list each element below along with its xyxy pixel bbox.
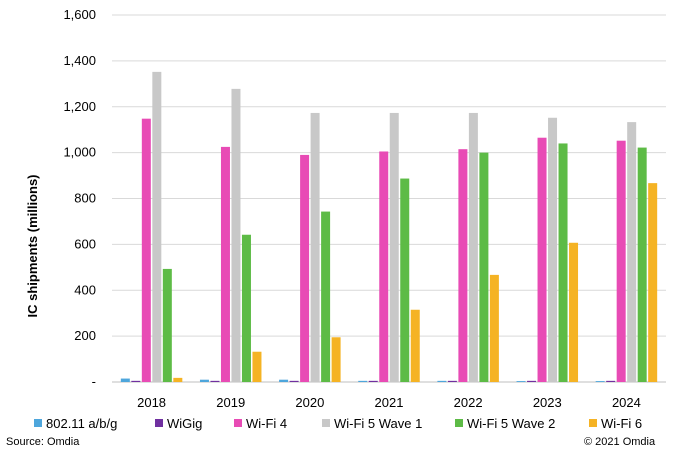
bar <box>558 143 568 382</box>
legend-swatch <box>155 419 163 427</box>
bar <box>331 337 341 382</box>
bar <box>637 147 647 382</box>
bar <box>173 377 183 382</box>
bars <box>120 71 658 383</box>
legend-label: Wi-Fi 6 <box>601 416 642 431</box>
bar <box>252 351 262 382</box>
bar <box>489 274 499 382</box>
x-tick-label: 2019 <box>216 395 245 410</box>
legend-label: WiGig <box>167 416 202 431</box>
bar <box>468 112 478 383</box>
y-tick-label: 400 <box>74 282 96 297</box>
bar <box>569 242 579 382</box>
gridlines <box>112 14 666 383</box>
copyright-note: © 2021 Omdia <box>584 436 656 448</box>
legend-swatch <box>34 419 42 427</box>
bar <box>141 118 151 383</box>
bar <box>120 378 130 382</box>
bar <box>410 309 420 382</box>
bar <box>321 211 331 382</box>
bar <box>289 380 299 382</box>
bar <box>479 152 489 382</box>
bar <box>210 380 220 382</box>
y-tick-label: 1,400 <box>63 53 96 68</box>
legend: 802.11 a/b/g WiGig Wi-Fi 4 Wi-Fi 5 Wave 1 Wi… <box>34 416 642 431</box>
x-tick-label: 2023 <box>533 395 562 410</box>
bar <box>537 137 547 382</box>
bar <box>595 381 605 382</box>
bar <box>527 380 537 382</box>
bar <box>241 234 251 382</box>
legend-label: 802.11 a/b/g <box>46 416 117 431</box>
y-tick-label: 600 <box>74 236 96 251</box>
bar <box>389 112 399 383</box>
legend-swatch <box>322 419 330 427</box>
bar <box>152 71 162 382</box>
bar <box>300 154 310 382</box>
bar <box>548 117 558 382</box>
bar <box>447 380 457 382</box>
bar <box>437 380 447 382</box>
legend-label: Wi-Fi 4 <box>246 416 287 431</box>
legend-swatch <box>455 419 463 427</box>
x-tick-label: 2024 <box>612 395 641 410</box>
bar <box>648 183 658 382</box>
bar <box>162 268 172 382</box>
bar <box>368 380 378 382</box>
legend-label: Wi-Fi 5 Wave 2 <box>467 416 555 431</box>
legend-swatch <box>589 419 597 427</box>
bar <box>627 122 637 382</box>
bar <box>358 380 368 382</box>
source-note: Source: Omdia <box>6 436 80 448</box>
bar <box>310 112 320 383</box>
legend-label: Wi-Fi 5 Wave 1 <box>334 416 422 431</box>
bar <box>231 88 241 382</box>
y-tick-label: 800 <box>74 191 96 206</box>
y-tick-label: 200 <box>74 328 96 343</box>
bar <box>199 379 209 382</box>
y-tick-label: - <box>92 374 96 389</box>
x-tick-label: 2022 <box>454 395 483 410</box>
bar <box>220 146 230 382</box>
y-tick-label: 1,000 <box>63 145 96 160</box>
x-tick-label: 2020 <box>295 395 324 410</box>
bar <box>458 149 468 382</box>
y-axis-label: IC shipments (millions) <box>25 174 40 317</box>
x-axis-ticks: 2018 2019 2020 2021 2022 2023 2024 <box>137 395 641 410</box>
legend-swatch <box>234 419 242 427</box>
bar <box>279 379 289 382</box>
x-tick-label: 2018 <box>137 395 166 410</box>
x-tick-label: 2021 <box>375 395 404 410</box>
bar <box>606 380 616 382</box>
y-tick-label: 1,600 <box>63 7 96 22</box>
y-axis-ticks: - 200 400 600 800 1,000 1,200 1,400 1,600 <box>63 7 96 389</box>
bar <box>379 151 389 382</box>
bar <box>131 380 141 382</box>
bar <box>616 140 626 382</box>
y-tick-label: 1,200 <box>63 99 96 114</box>
bar <box>516 381 526 382</box>
bar <box>400 178 410 382</box>
